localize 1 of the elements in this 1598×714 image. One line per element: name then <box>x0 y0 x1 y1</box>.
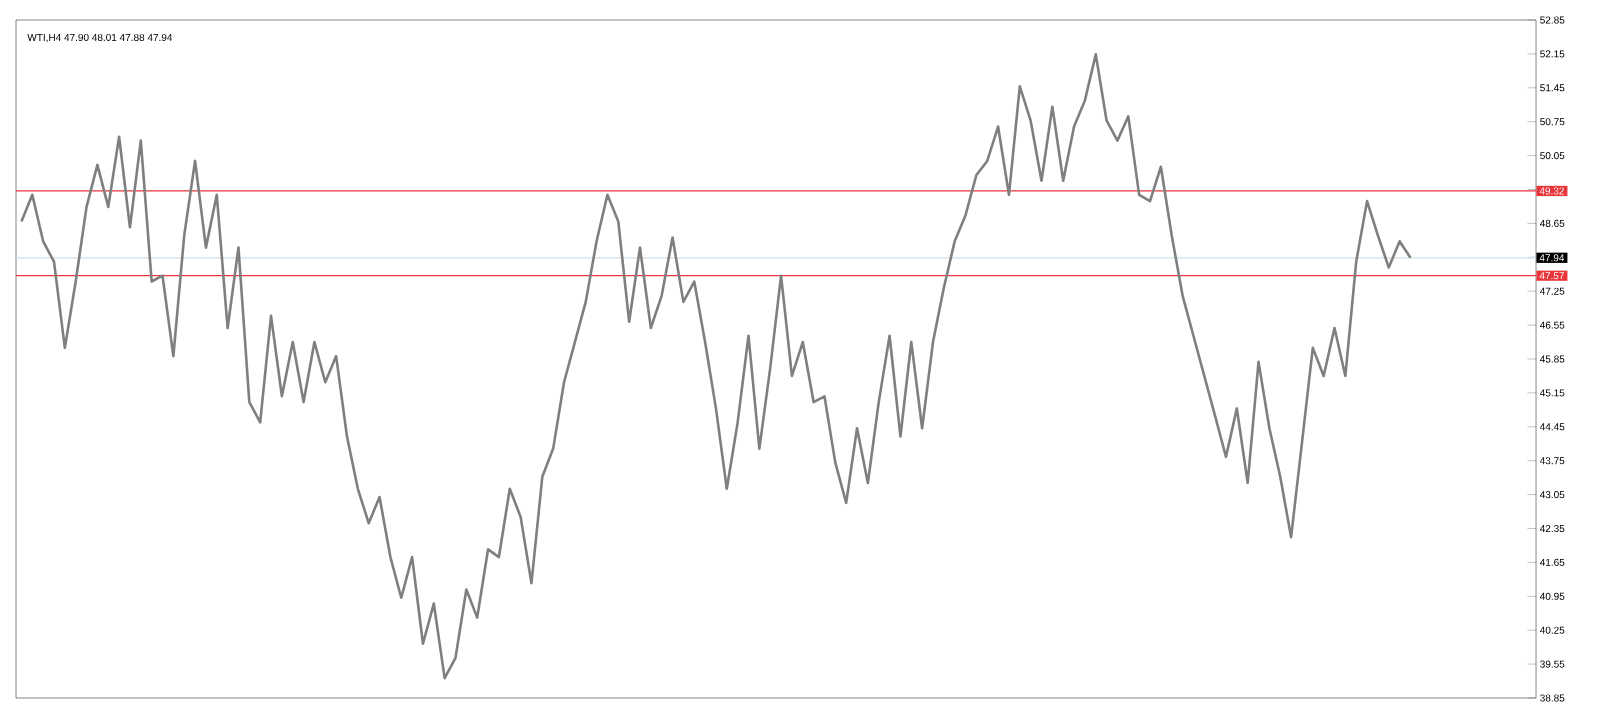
line-series <box>20 53 1412 680</box>
